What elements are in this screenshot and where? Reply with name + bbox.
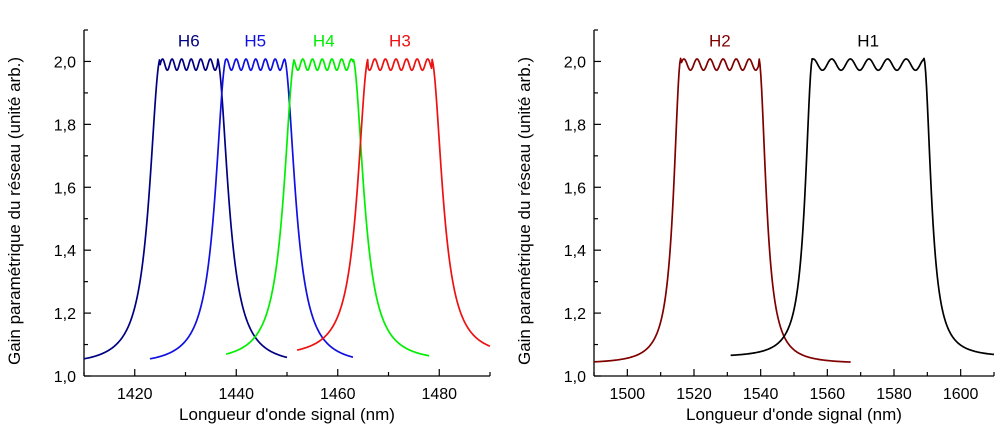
y-tick-label: 2,0: [54, 54, 76, 71]
y-tick-label: 2,0: [564, 54, 586, 71]
series-label-h5: H5: [244, 31, 266, 50]
series-label-h3: H3: [389, 31, 411, 50]
series-label-h6: H6: [178, 31, 200, 50]
y-tick-label: 1,6: [54, 180, 76, 197]
y-axis-title: Gain paramétrique du réseau (unité arb.): [5, 57, 24, 365]
y-tick-label: 1,8: [564, 117, 586, 134]
y-tick-label: 1,2: [564, 306, 586, 323]
right-chart: 1,0 1,2 1,4 1,6 1,8 2,0 1500 1520 1540 1560 1580 16…: [515, 29, 995, 424]
series-line-h6: [83, 58, 288, 360]
y-tick-label: 1,2: [54, 306, 76, 323]
series-line-h5: [149, 58, 354, 360]
left-chart: 1,0 1,2 1,4 1,6 1,8 2,0 1420 1440 1460 1480 Longue…: [5, 29, 491, 424]
y-tick-label: 1,6: [564, 180, 586, 197]
x-tick-label: 1420: [117, 386, 153, 403]
y-tick-label: 1,8: [54, 117, 76, 134]
x-tick-label: 1480: [421, 386, 457, 403]
x-tick-label: 1520: [676, 386, 712, 403]
y-tick-label: 1,4: [54, 243, 76, 260]
series-label-h4: H4: [313, 31, 335, 50]
series-line-h4: [225, 58, 430, 357]
series-label-h2: H2: [709, 31, 731, 50]
x-tick-label: 1580: [876, 386, 912, 403]
series-label-h1: H1: [857, 31, 879, 50]
x-tick-label: 1460: [320, 386, 356, 403]
y-tick-label: 1,0: [54, 369, 76, 386]
series-line-h3: [296, 58, 491, 351]
x-tick-label: 1440: [218, 386, 254, 403]
x-tick-label: 1600: [943, 386, 979, 403]
y-tick-label: 1,0: [564, 369, 586, 386]
y-axis-title: Gain paramétrique du réseau (unité arb.): [515, 57, 534, 365]
series-line-h2: [593, 57, 851, 363]
x-axis-title: Longueur d'onde signal (nm): [686, 405, 902, 424]
x-tick-label: 1560: [810, 386, 846, 403]
series-line-h1: [730, 57, 995, 357]
x-axis-title: Longueur d'onde signal (nm): [179, 405, 395, 424]
y-tick-label: 1,4: [564, 243, 586, 260]
x-tick-label: 1500: [610, 386, 646, 403]
x-tick-label: 1540: [743, 386, 779, 403]
